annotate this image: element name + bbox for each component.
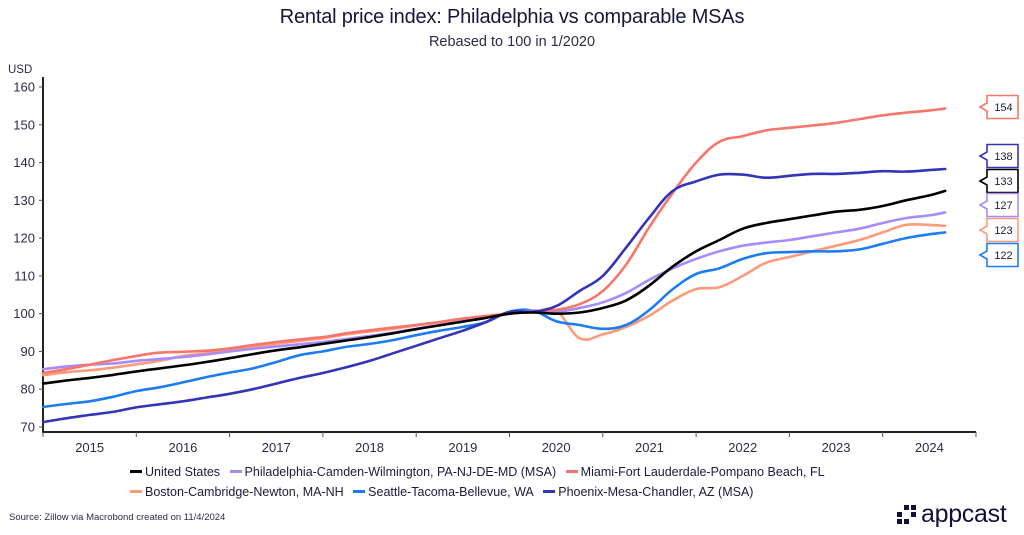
end-label-box [978,143,1019,169]
end-value-label: 122 [978,242,1019,268]
end-label-box [978,217,1019,243]
chart-subtitle: Rebased to 100 in 1/2020 [428,34,596,50]
end-value-label: 154 [978,94,1019,120]
chart-legend: United States Philadelphia-Camden-Wilmin… [130,462,831,502]
chart-title: Rental price index: Philadelphia vs comp… [279,6,745,28]
legend-row-1: United States Philadelphia-Camden-Wilmin… [130,462,831,482]
x-axis: 2015 2016 2017 2018 2019 2020 2021 2022 2023 2024 [42,431,977,455]
x-tick-label: 2016 [168,440,197,455]
legend-swatch [130,490,142,494]
series-lines [41,107,947,424]
y-tick-label: 120 [13,231,35,246]
x-tick-label: 2015 [75,440,104,455]
legend-label: Philadelphia-Camden-Wilmington, PA-NJ-DE… [244,465,557,479]
y-tick-label: 100 [13,306,35,321]
legend-swatch [565,470,578,474]
legend-row-2: Boston-Cambridge-Newton, MA-NH Seattle-T… [130,482,831,502]
end-labels: 133 127 154 123 122 138 [978,94,1019,268]
end-label-value: 123 [994,225,1012,237]
legend-item: Seattle-Tacoma-Bellevue, WA [353,482,534,502]
y-tick-label: 90 [21,344,35,359]
y-tick-label: 70 [21,420,35,435]
logo-text: appcast [921,500,1007,528]
y-axis-unit-label: USD [8,64,32,76]
end-value-label: 138 [978,143,1019,169]
legend-item: Philadelphia-Camden-Wilmington, PA-NJ-DE… [229,462,557,482]
end-label-value: 127 [994,200,1012,212]
x-tick-label: 2020 [542,440,571,455]
appcast-logo: appcast [897,500,1007,528]
legend-swatch [353,490,366,494]
y-tick-label: 150 [13,117,35,132]
y-tick-label: 130 [13,193,35,208]
end-label-value: 133 [994,176,1012,188]
end-label-value: 154 [994,102,1012,114]
legend-swatch [130,470,142,474]
series-line-philadelphia-camden-wilmington-pa-nj-de-md-msa [41,211,947,371]
end-label-value: 138 [994,151,1012,163]
x-tick-label: 2019 [448,440,477,455]
x-tick-label: 2022 [728,440,757,455]
y-tick-label: 80 [21,382,35,397]
x-tick-label: 2024 [915,440,944,455]
legend-label: Seattle-Tacoma-Bellevue, WA [368,485,534,499]
appcast-dots-icon [897,504,916,524]
end-label-box [978,168,1019,194]
end-value-label: 123 [978,217,1019,243]
end-label-box [978,192,1019,218]
line-chart: USD 70 80 90 100 110 120 130 140 150 160 2015 2016… [8,64,1019,455]
end-label-box [978,94,1019,120]
legend-item: United States [130,462,220,482]
end-label-box [978,242,1019,268]
source-note: Source: Zillow via Macrobond created on … [9,512,226,523]
end-value-label: 127 [978,192,1019,218]
x-tick-label: 2018 [355,440,384,455]
legend-item: Boston-Cambridge-Newton, MA-NH [130,482,344,502]
legend-label: Boston-Cambridge-Newton, MA-NH [145,485,344,499]
legend-item: Phoenix-Mesa-Chandler, AZ (MSA) [543,482,753,502]
end-value-label: 133 [978,168,1019,194]
legend-label: Phoenix-Mesa-Chandler, AZ (MSA) [558,485,754,499]
y-axis: 70 80 90 100 110 120 130 140 150 160 [13,77,44,435]
series-line-miami-fort-lauderdale-pompano-beach-fl [41,107,947,375]
legend-label: Miami-Fort Lauderdale-Pompano Beach, FL [580,465,825,479]
series-line-united-states [41,189,947,385]
x-tick-label: 2021 [635,440,664,455]
y-tick-label: 110 [14,268,35,283]
legend-swatch [229,470,242,474]
end-label-value: 122 [994,250,1012,262]
y-tick-label: 160 [13,80,35,95]
legend-item: Miami-Fort Lauderdale-Pompano Beach, FL [565,462,825,482]
x-tick-label: 2017 [262,440,291,455]
legend-swatch [543,490,556,494]
y-tick-label: 140 [13,155,35,170]
x-tick-label: 2023 [822,440,851,455]
legend-label: United States [145,465,221,479]
